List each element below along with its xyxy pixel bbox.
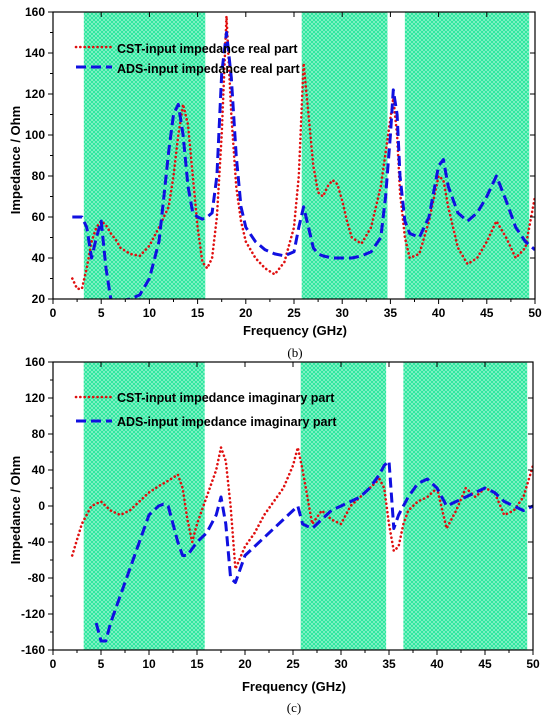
x-tick-label: 0 (50, 657, 57, 671)
x-tick-label: 25 (286, 657, 300, 671)
x-tick-label: 25 (287, 306, 301, 320)
x-tick-label: 0 (50, 306, 57, 320)
x-tick-label: 15 (191, 306, 205, 320)
y-tick-label: 40 (32, 463, 46, 477)
legend-label-ads: ADS-input impedance imaginary part (117, 415, 337, 429)
x-tick-label: 10 (142, 657, 156, 671)
y-tick-label: -40 (28, 535, 46, 549)
y-tick-label: 120 (25, 87, 45, 101)
x-tick-label: 15 (190, 657, 204, 671)
chart-panel-c: 0 5 10 15 20 25 30 35 40 45 50 -160 -120 -80 -40 0 40 80 1… (8, 355, 540, 715)
x-axis-label: Frequency (GHz) (242, 679, 346, 694)
y-axis-label: Impedance / Ohm (8, 106, 23, 214)
x-tick-label: 50 (526, 657, 540, 671)
shaded-band (403, 362, 528, 650)
y-tick-label: -160 (21, 643, 45, 657)
y-tick-label: -80 (28, 571, 46, 585)
plot-area: 0 5 10 15 20 25 30 35 40 45 50 -160 -120 -80 -40 0 40 80 1… (21, 355, 540, 671)
y-tick-label: 40 (32, 251, 46, 265)
y-tick-label: -120 (21, 607, 45, 621)
y-tick-label: 20 (32, 292, 46, 306)
x-tick-label: 30 (334, 657, 348, 671)
x-tick-label: 45 (478, 657, 492, 671)
y-tick-label: 100 (25, 128, 45, 142)
y-tick-label: 80 (32, 169, 46, 183)
x-tick-label: 5 (98, 306, 105, 320)
chart-panel-b: 0 5 10 15 20 25 30 35 40 45 50 20 40 60 80 100 120 140 160… (8, 5, 542, 360)
shaded-band (83, 362, 205, 650)
x-tick-label: 50 (528, 306, 542, 320)
panel-caption: (b) (287, 345, 302, 360)
x-tick-label: 10 (143, 306, 157, 320)
x-tick-label: 20 (238, 657, 252, 671)
x-tick-label: 35 (384, 306, 398, 320)
y-tick-label: 80 (32, 427, 46, 441)
legend-label-cst: CST-input impedance imaginary part (117, 391, 335, 405)
shaded-band (301, 12, 388, 299)
y-tick-label: 160 (25, 5, 45, 19)
x-tick-label: 40 (432, 306, 446, 320)
y-tick-label: 120 (25, 391, 45, 405)
x-tick-label: 45 (480, 306, 494, 320)
y-tick-label: 140 (25, 46, 45, 60)
panel-caption: (c) (287, 700, 301, 715)
x-tick-label: 20 (239, 306, 253, 320)
y-tick-label: 60 (32, 210, 46, 224)
legend-label-ads: ADS-input impedance real part (117, 62, 301, 76)
series-line-ads (94, 459, 533, 643)
x-tick-label: 30 (336, 306, 350, 320)
x-axis-label: Frequency (GHz) (243, 323, 347, 338)
plot-area: 0 5 10 15 20 25 30 35 40 45 50 20 40 60 80 100 120 140 160 (25, 5, 542, 320)
y-axis-label: Impedance / Ohm (8, 456, 23, 564)
x-tick-label: 5 (98, 657, 105, 671)
shaded-band (404, 12, 530, 299)
x-tick-label: 35 (382, 657, 396, 671)
y-tick-label: 160 (25, 355, 45, 369)
series-line-cst (71, 14, 535, 291)
series-line-ads (72, 31, 535, 299)
legend-label-cst: CST-input impedance real part (117, 42, 298, 56)
x-tick-label: 40 (430, 657, 444, 671)
y-tick-label: 0 (38, 499, 45, 513)
